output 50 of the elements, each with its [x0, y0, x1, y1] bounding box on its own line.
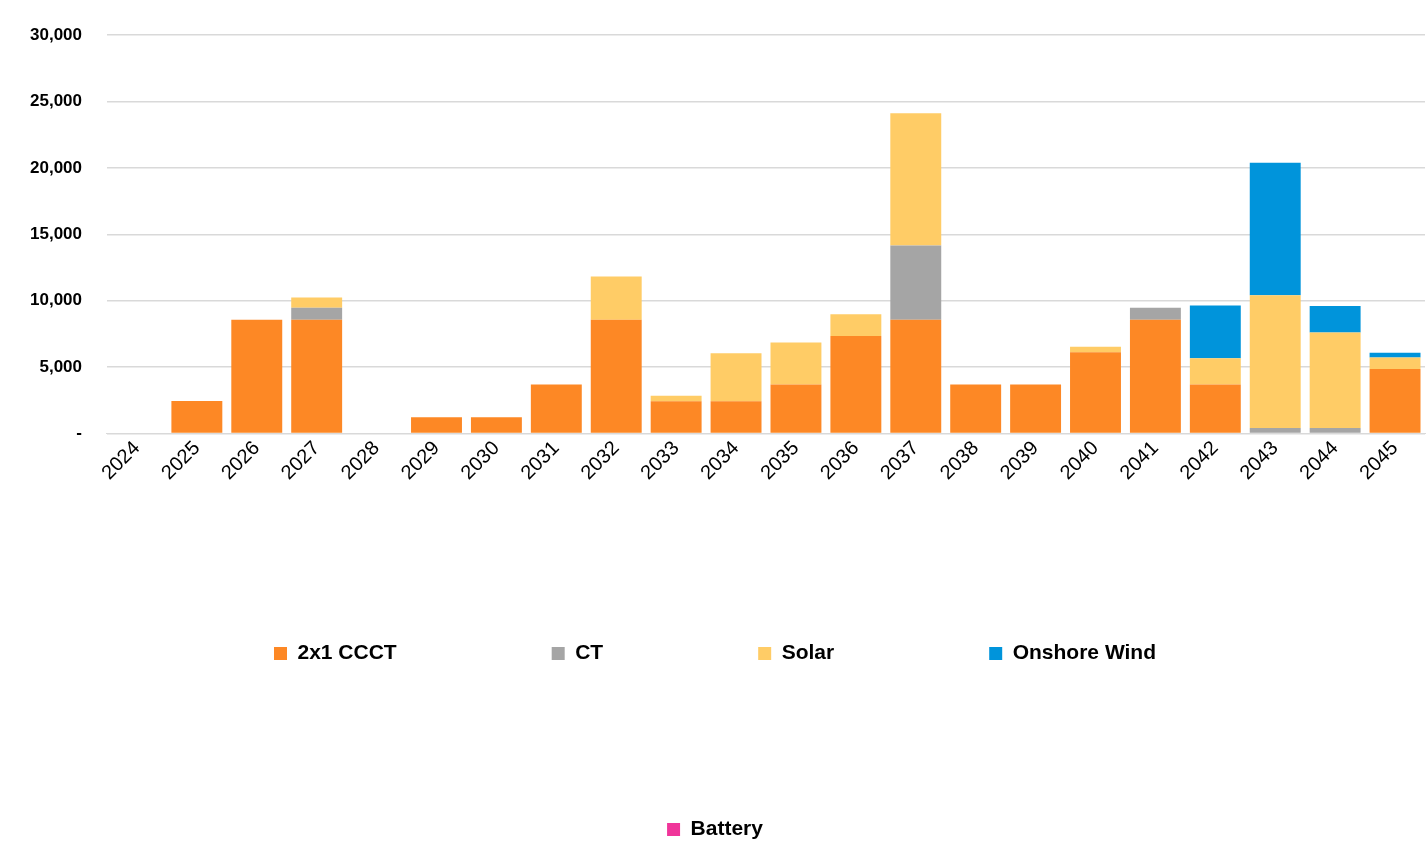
bar: [1189, 384, 1241, 433]
legend-label: 2x1 CCCT: [297, 640, 397, 664]
bar: [231, 319, 283, 433]
y-tick-label: 20,000: [30, 157, 82, 177]
y-tick-label: -: [76, 423, 82, 443]
bar: [291, 307, 343, 320]
legend-label: Onshore Wind: [1012, 640, 1157, 664]
legend-label: Battery: [690, 816, 764, 840]
bar: [1010, 384, 1062, 433]
y-tick-label: 5,000: [39, 356, 82, 376]
bar: [1249, 295, 1301, 429]
bar: [890, 319, 942, 433]
bar: [1129, 307, 1181, 320]
bar: [470, 417, 522, 433]
bar: [770, 342, 822, 385]
bar: [291, 319, 343, 433]
bar: [1189, 305, 1241, 359]
bar: [1369, 357, 1421, 369]
legend-label: Solar: [781, 640, 835, 664]
bar: [291, 297, 343, 308]
bar: [1309, 428, 1361, 433]
y-tick-label: 30,000: [30, 24, 82, 44]
bar: [1369, 368, 1421, 433]
bar: [530, 384, 582, 433]
bar: [710, 353, 762, 402]
bar: [171, 401, 223, 433]
legend-label: CT: [575, 640, 604, 664]
bar: [1070, 352, 1121, 433]
bar: [590, 276, 642, 320]
bar: [650, 395, 702, 402]
bar: [590, 319, 642, 433]
bar: [1309, 305, 1361, 333]
bar: [1129, 319, 1181, 433]
y-tick-label: 25,000: [30, 91, 82, 111]
bar: [1249, 162, 1301, 296]
bar: [710, 401, 762, 433]
bar: [1189, 358, 1241, 385]
bar: [950, 384, 1002, 433]
bar: [411, 417, 462, 433]
y-tick-label: 10,000: [30, 290, 82, 310]
bar: [1070, 346, 1121, 353]
bar: [830, 314, 882, 336]
bar: [890, 245, 942, 320]
bar: [1309, 332, 1361, 429]
bar: [830, 335, 882, 433]
bar: [650, 401, 702, 433]
bar: [1249, 428, 1301, 433]
bar: [890, 113, 942, 246]
bar: [770, 384, 822, 433]
y-tick-label: 15,000: [30, 224, 82, 244]
